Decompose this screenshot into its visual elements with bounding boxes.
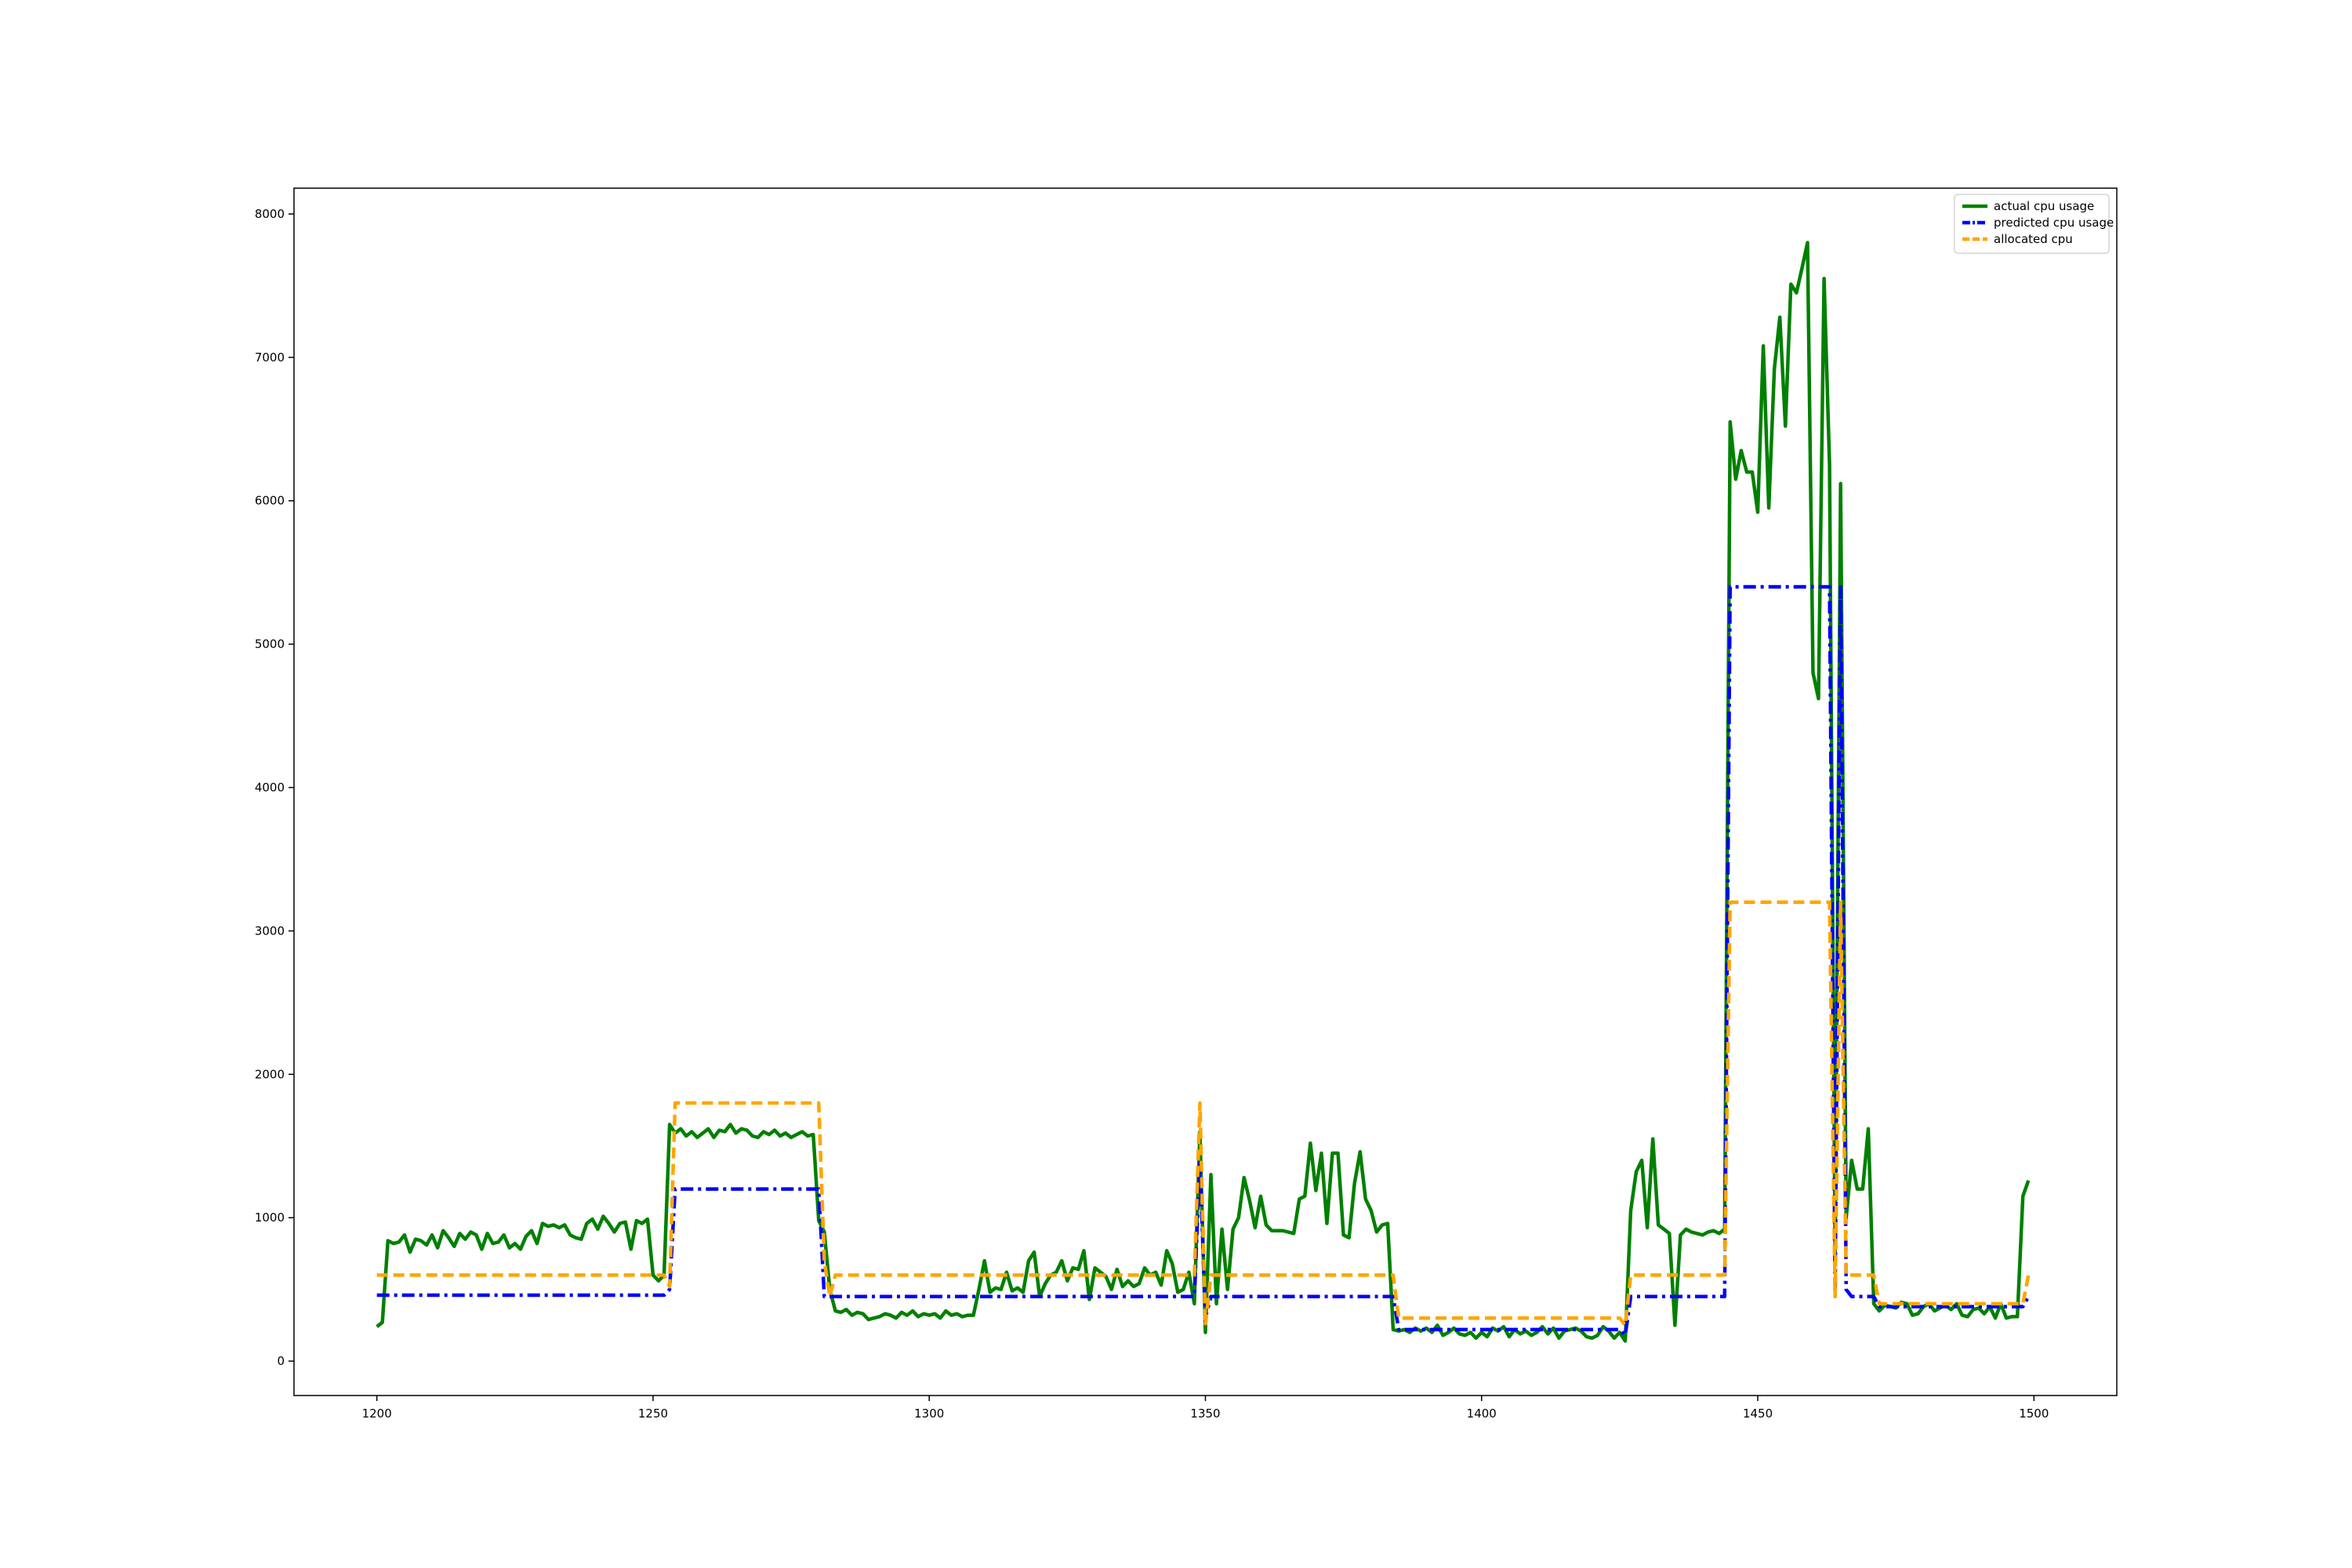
- x-tick-label-0: 1200: [362, 1406, 392, 1421]
- x-tick-label-6: 1500: [2019, 1406, 2049, 1421]
- y-tick-label-0: 0: [277, 1354, 285, 1368]
- series-layer: [376, 241, 2031, 1343]
- series-line-2: [376, 900, 2031, 1327]
- y-tick-label-1: 1000: [255, 1210, 285, 1225]
- legend: actual cpu usage predicted cpu usage alloc…: [1954, 194, 2114, 254]
- legend-box: [1954, 194, 2110, 254]
- y-tick-label-4: 4000: [255, 781, 285, 795]
- x-tick-label-3: 1350: [1190, 1406, 1220, 1421]
- legend-label-2: allocated cpu: [1994, 232, 2073, 246]
- y-tick-label-6: 6000: [255, 494, 285, 508]
- y-tick-label-5: 5000: [255, 637, 285, 652]
- x-tick-label-2: 1300: [914, 1406, 944, 1421]
- x-tick-label-4: 1400: [1467, 1406, 1497, 1421]
- series-line-1: [376, 585, 2031, 1338]
- y-tick-label-7: 7000: [255, 350, 285, 365]
- y-tick-label-3: 3000: [255, 924, 285, 938]
- y-tick-label-2: 2000: [255, 1067, 285, 1081]
- legend-label-0: actual cpu usage: [1994, 199, 2094, 213]
- x-axis: 1200 1250 1300 1350 1400 1450 1500: [362, 1396, 2049, 1421]
- x-tick-label-5: 1450: [1743, 1406, 1773, 1421]
- x-tick-label-1: 1250: [638, 1406, 668, 1421]
- legend-label-1: predicted cpu usage: [1994, 216, 2114, 230]
- y-axis: 0 1000 2000 3000 4000 5000 6000 7000 8000: [255, 207, 294, 1368]
- y-tick-label-8: 8000: [255, 207, 285, 221]
